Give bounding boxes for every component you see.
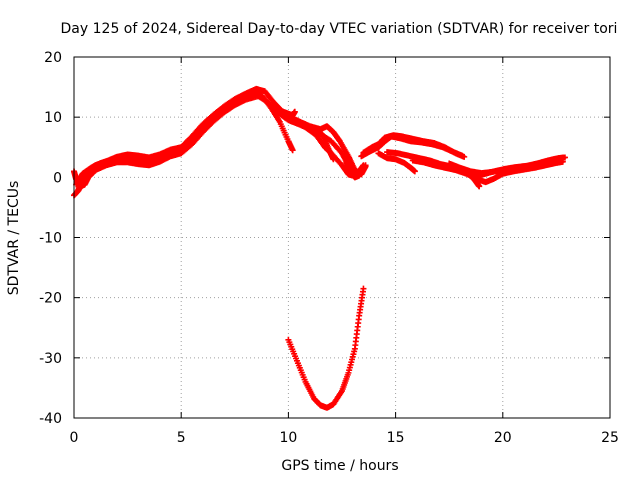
y-tick-label: -30 xyxy=(39,351,62,367)
chart-title: Day 125 of 2024, Sidereal Day-to-day VTE… xyxy=(61,21,618,37)
y-tick-label: 0 xyxy=(53,170,62,186)
series-pass-n xyxy=(470,154,568,179)
data-points xyxy=(71,86,568,411)
data-point xyxy=(360,286,366,292)
x-axis-label: GPS time / hours xyxy=(281,458,398,474)
x-tick-label: 25 xyxy=(601,430,619,446)
series-pass-p xyxy=(285,286,366,411)
y-tick-label: -40 xyxy=(39,411,62,427)
x-tick-label: 10 xyxy=(279,430,297,446)
y-tick-label: 10 xyxy=(44,110,62,126)
y-tick-label: -20 xyxy=(39,291,62,307)
x-tick-label: 5 xyxy=(177,430,186,446)
y-tick-label: 20 xyxy=(44,50,62,66)
y-tick-label: -10 xyxy=(39,231,62,247)
x-tick-label: 0 xyxy=(70,430,79,446)
y-axis-label: SDTVAR / TECUs xyxy=(6,181,22,296)
x-tick-label: 20 xyxy=(494,430,512,446)
axis-ticks: 0 5 10 15 20 25 -40 -30 -20 -10 0 10 20 xyxy=(39,50,619,446)
grid-lines xyxy=(74,57,610,418)
x-tick-label: 15 xyxy=(387,430,405,446)
sdtvar-chart: Day 125 of 2024, Sidereal Day-to-day VTE… xyxy=(0,0,640,480)
